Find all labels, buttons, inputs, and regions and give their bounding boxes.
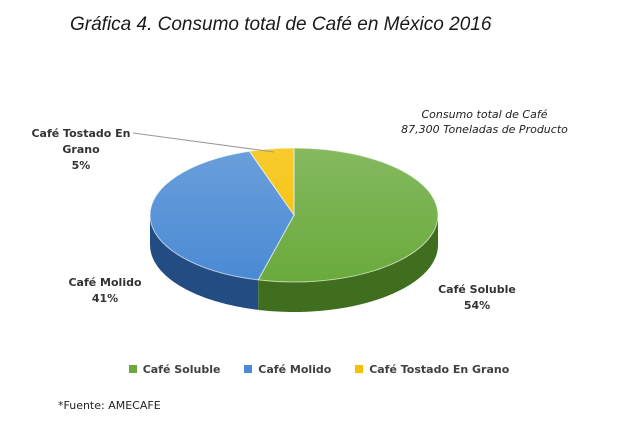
data-label-cafe-soluble: Café Soluble 54% — [422, 282, 532, 314]
chart-title: Gráfica 4. Consumo total de Café en Méxi… — [70, 14, 492, 35]
chart-legend: Café Soluble Café Molido Café Tostado En… — [0, 363, 638, 376]
source-note: *Fuente: AMECAFE — [58, 399, 161, 412]
data-label-cafe-molido: Café Molido 41% — [50, 275, 160, 307]
pie-tops — [149, 147, 439, 283]
data-label-value: 41% — [91, 292, 119, 305]
chart-annotation: Consumo total de Café 87,300 Toneladas d… — [392, 107, 577, 137]
legend-item-cafe-soluble: Café Soluble — [128, 363, 221, 376]
legend-swatch — [355, 365, 364, 373]
data-label-name: Café Molido — [68, 276, 142, 289]
legend-label: Café Soluble — [142, 363, 221, 376]
annotation-line-1: Consumo total de Café — [421, 108, 548, 121]
legend-swatch — [244, 365, 253, 373]
data-label-name: Café Tostado En — [31, 127, 131, 140]
data-label-cafe-tostado: Café Tostado En Grano 5% — [22, 126, 140, 174]
legend-swatch — [128, 365, 137, 373]
data-label-value: 54% — [463, 299, 491, 312]
legend-item-cafe-molido: Café Molido — [244, 363, 331, 376]
legend-item-cafe-tostado: Café Tostado En Grano — [355, 363, 509, 376]
legend-label: Café Molido — [258, 363, 332, 376]
pie-side-cafe-molido — [149, 215, 259, 310]
data-label-value: 5% — [71, 159, 91, 172]
leader-line — [132, 132, 275, 153]
annotation-line-2: 87,300 Toneladas de Producto — [401, 123, 568, 136]
data-label-name: Café Soluble — [438, 283, 516, 296]
pie-side-cafe-soluble — [258, 215, 439, 313]
pie-sides — [149, 215, 439, 313]
pie-sheen — [150, 148, 438, 282]
data-label-name-line-2: Grano — [62, 143, 100, 156]
legend-label: Café Tostado En Grano — [369, 363, 510, 376]
